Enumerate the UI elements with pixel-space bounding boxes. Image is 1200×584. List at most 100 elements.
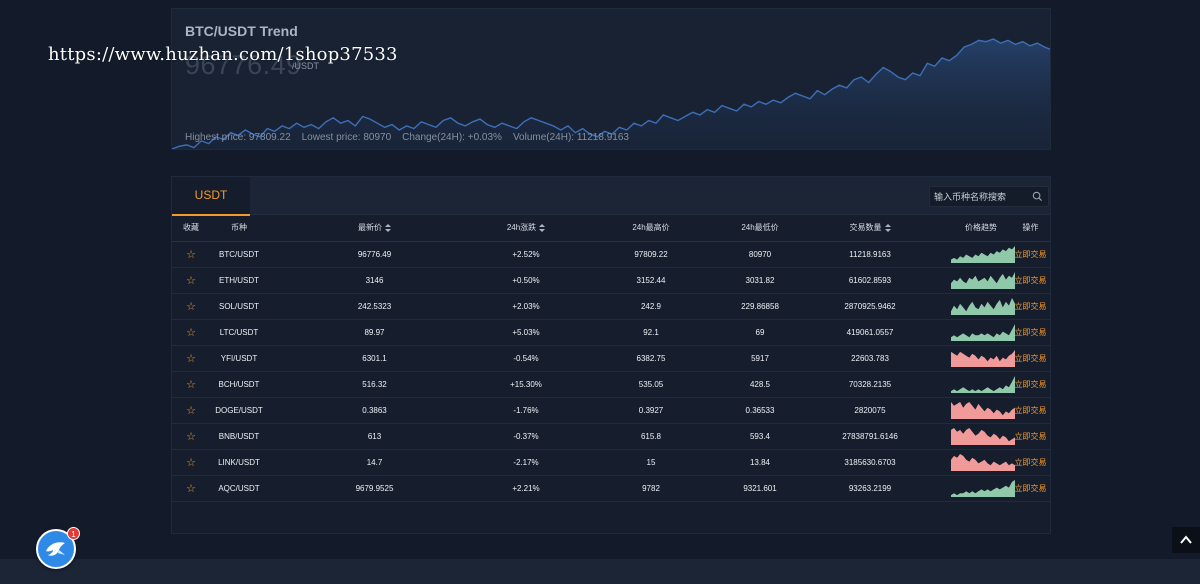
favorite-cell: ☆: [172, 475, 210, 502]
low-cell: 593.4: [731, 423, 789, 450]
last-price-cell: 0.3863: [268, 397, 481, 424]
coin-cell: LINK/USDT: [210, 449, 268, 476]
search-input[interactable]: [930, 187, 1030, 207]
volume-cell: 27838791.6146: [789, 423, 951, 450]
favorite-cell: ☆: [172, 449, 210, 476]
sparkline-area: [951, 428, 1015, 445]
trend-cell: [951, 371, 1015, 398]
change-cell: -0.37%: [481, 423, 571, 450]
trend-card: BTC/USDT Trend 96776.49 /USDT Highest pr…: [171, 8, 1051, 150]
low-cell: 80970: [731, 241, 789, 268]
change-cell: +2.52%: [481, 241, 571, 268]
header-last-price[interactable]: 最新价: [268, 215, 481, 242]
market-table: 收藏 币种 最新价 24h涨跌 24h最高价 24h最低价 交易数量 价格趋势 …: [172, 215, 1050, 502]
high-cell: 6382.75: [571, 345, 731, 372]
header-change[interactable]: 24h涨跌: [481, 215, 571, 242]
star-icon[interactable]: ☆: [186, 482, 196, 495]
trade-now-link[interactable]: 立即交易: [1014, 405, 1047, 415]
notification-count-badge: 1: [67, 527, 80, 540]
market-header: USDT: [172, 177, 1050, 216]
star-icon[interactable]: ☆: [186, 326, 196, 339]
volume-cell: 3185630.6703: [789, 449, 951, 476]
last-price-cell: 89.97: [268, 319, 481, 346]
trend-cell: [951, 345, 1015, 372]
sparkline-chart: [951, 246, 1015, 263]
high-cell: 535.05: [571, 371, 731, 398]
trade-now-link[interactable]: 立即交易: [1014, 301, 1047, 311]
change-cell: -0.54%: [481, 345, 571, 372]
header-fav: 收藏: [172, 215, 210, 242]
chat-float-button[interactable]: [36, 529, 76, 569]
trade-now-link[interactable]: 立即交易: [1014, 457, 1047, 467]
star-icon[interactable]: ☆: [186, 352, 196, 365]
footer-strip: [0, 559, 1200, 584]
last-price-cell: 14.7: [268, 449, 481, 476]
volume-cell: 22603.783: [789, 345, 951, 372]
change-cell: +2.03%: [481, 293, 571, 320]
trend-cell: [951, 293, 1015, 320]
sparkline-area: [951, 376, 1015, 393]
header-volume[interactable]: 交易数量: [789, 215, 951, 242]
trend-cell: [951, 423, 1015, 450]
tab-usdt[interactable]: USDT: [172, 177, 250, 216]
table-header-row: 收藏 币种 最新价 24h涨跌 24h最高价 24h最低价 交易数量 价格趋势 …: [172, 215, 1050, 242]
star-icon[interactable]: ☆: [186, 274, 196, 287]
trade-now-link[interactable]: 立即交易: [1014, 275, 1047, 285]
trend-cell: [951, 397, 1015, 424]
chevron-up-icon: [1180, 535, 1192, 544]
star-icon[interactable]: ☆: [186, 378, 196, 391]
sort-icon[interactable]: [385, 224, 391, 233]
back-to-top-button[interactable]: [1172, 527, 1200, 553]
star-icon[interactable]: ☆: [186, 248, 196, 261]
trade-now-link[interactable]: 立即交易: [1014, 483, 1047, 493]
table-row: ☆ BNB/USDT 613 -0.37% 615.8 593.4 27838791.614…: [172, 423, 1050, 450]
trend-cell: [951, 241, 1015, 268]
table-row: ☆ BTC/USDT 96776.49 +2.52% 97809.22 80970 1121…: [172, 241, 1050, 268]
star-icon[interactable]: ☆: [186, 404, 196, 417]
last-price-cell: 96776.49: [268, 241, 481, 268]
change-cell: -2.17%: [481, 449, 571, 476]
sparkline-chart: [951, 376, 1015, 393]
sparkline-chart: [951, 298, 1015, 315]
header-coin: 币种: [210, 215, 268, 242]
action-cell: 立即交易: [1011, 475, 1050, 502]
sort-icon[interactable]: [884, 224, 891, 233]
coin-cell: BNB/USDT: [210, 423, 268, 450]
trend-change: Change(24H): +0.03%: [402, 132, 502, 143]
star-icon[interactable]: ☆: [186, 456, 196, 469]
coin-cell: BTC/USDT: [210, 241, 268, 268]
table-row: ☆ AQC/USDT 9679.9525 +2.21% 9782 9321.601 9326…: [172, 475, 1050, 502]
low-cell: 9321.601: [731, 475, 789, 502]
favorite-cell: ☆: [172, 423, 210, 450]
favorite-cell: ☆: [172, 293, 210, 320]
favorite-cell: ☆: [172, 371, 210, 398]
star-icon[interactable]: ☆: [186, 300, 196, 313]
volume-cell: 61602.8593: [789, 267, 951, 294]
high-cell: 0.3927: [571, 397, 731, 424]
sort-icon[interactable]: [539, 224, 546, 233]
high-cell: 3152.44: [571, 267, 731, 294]
trend-volume: Volume(24H): 11218.9163: [512, 132, 629, 143]
trend-cell: [951, 267, 1015, 294]
search-icon[interactable]: [1032, 191, 1043, 202]
high-cell: 615.8: [571, 423, 731, 450]
sparkline-chart: [951, 480, 1015, 497]
trade-now-link[interactable]: 立即交易: [1014, 379, 1047, 389]
trade-now-link[interactable]: 立即交易: [1014, 249, 1047, 259]
coin-cell: SOL/USDT: [210, 293, 268, 320]
trade-now-link[interactable]: 立即交易: [1014, 353, 1047, 363]
sparkline-area: [951, 298, 1015, 315]
trade-now-link[interactable]: 立即交易: [1014, 327, 1047, 337]
star-icon[interactable]: ☆: [186, 430, 196, 443]
change-cell: +2.21%: [481, 475, 571, 502]
trade-now-link[interactable]: 立即交易: [1014, 431, 1047, 441]
volume-cell: 419061.0557: [789, 319, 951, 346]
favorite-cell: ☆: [172, 345, 210, 372]
last-price-cell: 6301.1: [268, 345, 481, 372]
favorite-cell: ☆: [172, 267, 210, 294]
favorite-cell: ☆: [172, 241, 210, 268]
action-cell: 立即交易: [1011, 371, 1050, 398]
sparkline-chart: [951, 402, 1015, 419]
action-cell: 立即交易: [1011, 345, 1050, 372]
